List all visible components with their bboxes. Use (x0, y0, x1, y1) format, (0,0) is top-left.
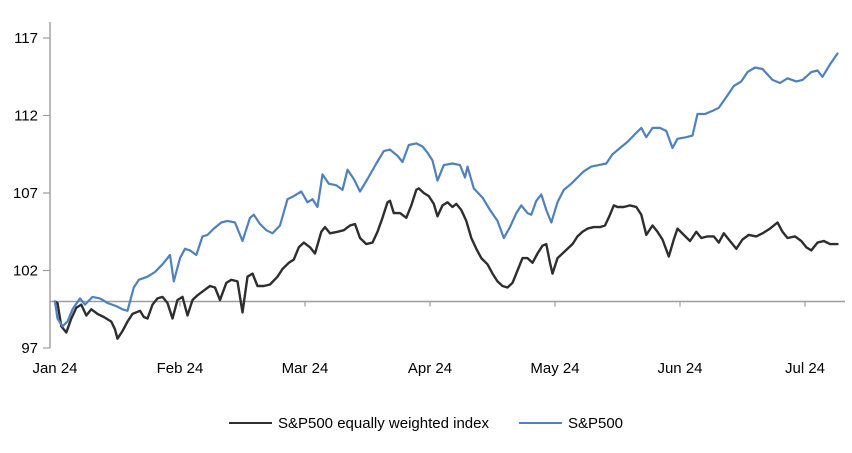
legend-item-sp500[interactable]: S&P500 (518, 414, 624, 432)
legend-swatch-black-line (228, 422, 272, 424)
series-line-equal-weight-index (53, 187, 839, 340)
y-tick-label: 102 (13, 263, 38, 280)
legend-swatch-blue-line (518, 422, 562, 424)
x-tick-label: Feb 24 (157, 360, 204, 377)
y-tick-label: 117 (14, 30, 38, 47)
x-tick-label: Apr 24 (408, 360, 452, 377)
y-tick-label: 112 (14, 108, 38, 125)
series-line-sp500 (53, 52, 839, 328)
x-tick-label: Jun 24 (657, 360, 702, 377)
legend-label-sp500: S&P500 (567, 414, 624, 432)
x-tick-label: Mar 24 (282, 360, 329, 377)
indexed-performance-line-chart: Jan 24 Feb 24 Mar 24 Apr 24 May 24 Jun 24 Jul … (13, 22, 845, 377)
chart-legend: S&P500 equally weighted index S&P500 (0, 412, 852, 434)
y-tick-label: 97 (21, 340, 38, 357)
legend-label-equal-weight-index: S&P500 equally weighted index (277, 414, 489, 432)
x-tick-label: May 24 (530, 360, 579, 377)
x-tick-label: Jul 24 (785, 360, 825, 377)
x-tick-label: Jan 24 (32, 360, 77, 377)
legend-item-equal-weight-index[interactable]: S&P500 equally weighted index (228, 414, 489, 432)
y-tick-label: 107 (13, 185, 38, 202)
